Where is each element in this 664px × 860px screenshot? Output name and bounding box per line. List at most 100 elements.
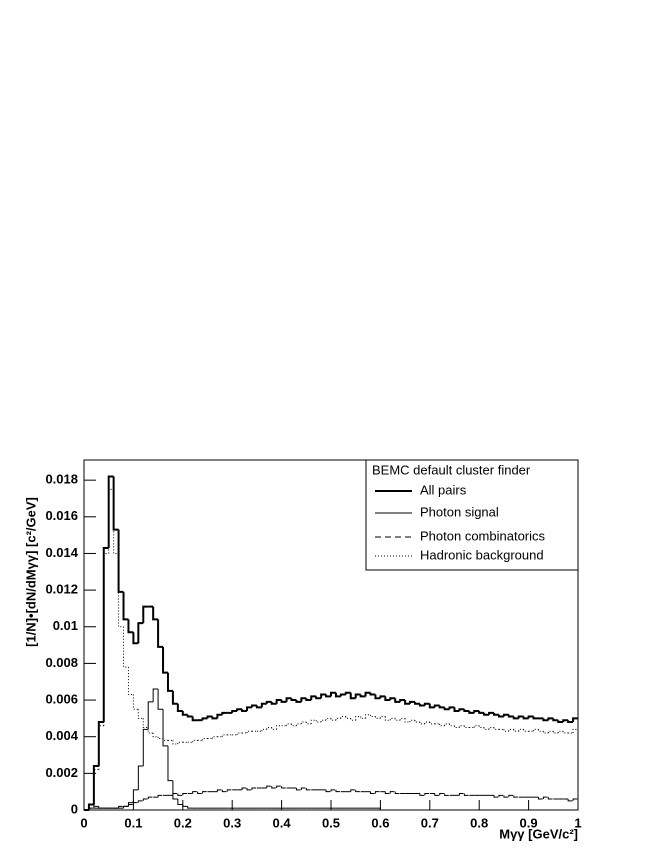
histogram-step	[493, 795, 499, 798]
histogram-step	[300, 787, 307, 790]
histogram-step	[310, 695, 317, 701]
histogram-step	[562, 719, 569, 723]
histogram-step	[424, 721, 430, 724]
histogram-step	[261, 728, 267, 732]
histogram-step	[152, 688, 159, 702]
histogram-step	[350, 718, 356, 721]
histogram-step	[266, 785, 272, 789]
histogram-step	[280, 700, 287, 703]
histogram-step	[444, 723, 450, 726]
histogram-step	[439, 793, 445, 796]
histogram-step	[172, 780, 178, 800]
histogram-step	[572, 717, 578, 723]
histogram-step	[572, 728, 578, 734]
legend-label: Hadronic background	[420, 547, 544, 562]
histogram-step	[162, 709, 168, 747]
histogram-step	[231, 710, 238, 713]
histogram-step	[167, 745, 173, 782]
histogram-step	[305, 788, 312, 791]
histogram-step	[335, 717, 341, 721]
histogram-step	[365, 714, 371, 719]
x-tick-label: 0	[80, 815, 87, 830]
histogram-step	[370, 791, 376, 795]
legend-title: BEMC default cluster finder	[372, 462, 531, 477]
histogram-step	[434, 793, 440, 796]
histogram-step	[508, 794, 514, 798]
histogram-step	[468, 711, 475, 714]
histogram-step	[512, 716, 519, 720]
histogram-step	[320, 719, 327, 723]
histogram-step	[404, 718, 411, 723]
histogram-step	[325, 694, 331, 698]
histogram-step	[260, 702, 267, 708]
histogram-step	[127, 667, 134, 696]
histogram-step	[419, 722, 425, 725]
histogram-step	[488, 711, 495, 715]
histogram-step	[542, 796, 549, 800]
histogram-step	[552, 731, 559, 734]
histogram-step	[166, 672, 173, 692]
histogram-step	[414, 720, 420, 723]
histogram-step	[345, 716, 351, 719]
histogram-step	[344, 691, 351, 695]
x-tick-label: 0.5	[322, 815, 340, 830]
histogram-step	[290, 698, 297, 702]
histogram-step	[142, 718, 149, 729]
histogram-step	[142, 605, 149, 624]
histogram-step	[325, 717, 331, 721]
histogram-step	[162, 646, 168, 674]
histogram-step	[355, 716, 361, 721]
y-tick-label: 0.006	[45, 691, 78, 706]
histogram-step	[409, 719, 415, 723]
histogram-step	[92, 765, 99, 805]
histogram-step	[439, 723, 445, 727]
x-tick-label: 0.2	[174, 815, 192, 830]
x-tick-label: 0.6	[371, 815, 389, 830]
histogram-step	[419, 793, 425, 796]
histogram-step	[428, 703, 435, 709]
histogram-step	[409, 700, 415, 704]
histogram-step	[122, 591, 129, 621]
histogram-step	[157, 736, 164, 740]
x-tick-label: 0.3	[223, 815, 241, 830]
histogram-step	[172, 740, 178, 745]
histogram-step	[418, 703, 425, 707]
histogram-step	[379, 808, 386, 811]
histogram-step	[389, 717, 396, 721]
histogram-step	[483, 727, 490, 730]
histogram-step	[112, 476, 119, 531]
histogram-step	[118, 805, 124, 809]
histogram-step	[370, 714, 376, 718]
histogram-step	[542, 731, 549, 734]
histogram-step	[463, 725, 470, 729]
histogram-step	[103, 552, 109, 726]
histogram-step	[226, 789, 233, 792]
histogram-step	[305, 698, 312, 702]
histogram-step	[152, 733, 159, 738]
histogram-step	[241, 709, 248, 713]
y-tick-label: 0.008	[45, 655, 78, 670]
histogram-step	[221, 789, 228, 793]
histogram-step	[448, 706, 455, 710]
histogram-step	[216, 789, 223, 792]
histogram-step	[394, 718, 401, 721]
histogram-step	[286, 723, 292, 726]
histogram-step	[325, 789, 331, 793]
histogram-step	[132, 632, 139, 645]
histogram-step	[211, 736, 218, 739]
histogram-step	[211, 716, 218, 720]
histogram-step	[172, 793, 178, 796]
histogram-step	[142, 728, 149, 767]
histogram-step	[181, 711, 188, 716]
histogram-step	[374, 791, 381, 794]
histogram-step	[271, 727, 277, 730]
histogram-step	[177, 793, 183, 796]
histogram-step	[97, 721, 104, 767]
histogram-step	[87, 803, 94, 810]
histogram-step	[369, 692, 376, 696]
histogram-step	[191, 716, 198, 722]
histogram-step	[216, 713, 223, 719]
histogram-step	[182, 793, 188, 796]
histogram-step	[340, 716, 346, 719]
histogram-step	[533, 728, 539, 732]
